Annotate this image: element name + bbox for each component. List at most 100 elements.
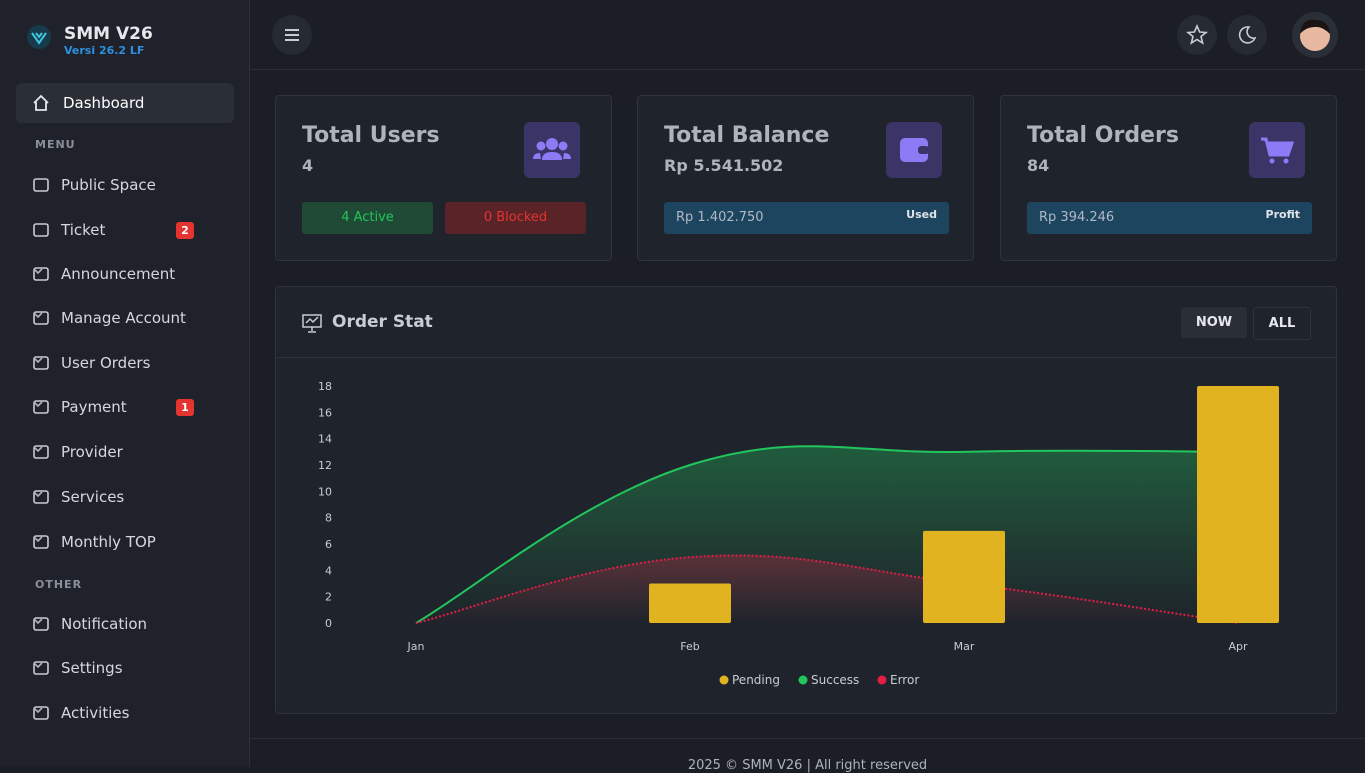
brand-version: Versi 26.2 LF [64, 44, 145, 57]
icon [33, 661, 49, 675]
card-icon [524, 122, 580, 178]
chevron-path [33, 446, 43, 453]
x-tick-label: Mar [954, 640, 975, 653]
card-title: Total Balance [664, 123, 830, 148]
section-label: MENU [35, 138, 76, 151]
bar-label: Used [906, 208, 937, 221]
x-tick-label: Feb [680, 640, 699, 653]
icon [1261, 137, 1295, 164]
nav-item[interactable]: Settings [16, 648, 234, 688]
nav-label: Payment [61, 398, 127, 416]
logo [27, 25, 51, 49]
nav-item[interactable]: Payment 1 [16, 387, 234, 427]
chevron-path [33, 491, 43, 498]
card-value: Rp 5.541.502 [664, 156, 784, 175]
nav-label: Services [61, 488, 125, 506]
icon-shape [33, 267, 49, 281]
icon [33, 356, 49, 370]
bar [923, 530, 1005, 623]
chevron-path [33, 268, 43, 275]
nav-item[interactable]: Public Space [16, 165, 234, 205]
card-title: Total Orders [1027, 123, 1179, 148]
chart-title: Order Stat [332, 312, 433, 332]
chevron-path [33, 618, 43, 625]
icon [33, 706, 49, 720]
bar [1197, 386, 1279, 623]
icon [33, 311, 49, 325]
icon [33, 617, 49, 631]
chevron-path [33, 401, 43, 408]
chevron [33, 312, 43, 319]
y-tick-label: 6 [325, 538, 332, 551]
badge: 1 [176, 399, 194, 416]
nav-item[interactable]: Manage Account [16, 298, 234, 338]
icon-shape [33, 661, 49, 675]
theme-button[interactable] [1227, 15, 1267, 55]
icon-shape [33, 445, 49, 459]
card-value: 4 [302, 156, 314, 175]
chart-icon [302, 314, 322, 333]
nav-item[interactable]: Activities [16, 693, 234, 733]
chevron-path [33, 357, 43, 364]
legend-label: Success [811, 673, 859, 687]
nav-item[interactable]: User Orders [16, 343, 234, 383]
y-tick-label: 4 [325, 564, 332, 577]
y-tick-label: 14 [318, 433, 332, 446]
chevron [33, 707, 43, 714]
nav-label: Dashboard [63, 94, 145, 112]
avatar[interactable] [1292, 12, 1338, 58]
brand-name: SMM V26 [64, 24, 153, 44]
legend-marker [798, 675, 808, 685]
bar-value: Rp 1.402.750 [676, 210, 764, 225]
x-tick-label: Jan [407, 640, 425, 653]
nav-label: Provider [61, 443, 123, 461]
section-label: OTHER [35, 578, 83, 591]
nav-label: Settings [61, 659, 123, 677]
chevron-path [33, 536, 43, 543]
star-button[interactable] [1177, 15, 1217, 55]
blocked-badge: 0 Blocked [445, 202, 586, 234]
menu-button[interactable] [272, 15, 312, 55]
icon [33, 223, 49, 237]
icon [33, 445, 49, 459]
card-icon [1249, 122, 1305, 178]
y-tick-label: 10 [318, 485, 332, 498]
x-tick-label: Apr [1228, 640, 1248, 653]
icon [900, 138, 929, 162]
chevron [33, 491, 43, 498]
icon [33, 535, 49, 549]
bar-value: Rp 394.246 [1039, 210, 1115, 225]
icon [33, 400, 49, 414]
card-title: Total Users [302, 123, 440, 148]
icon-shape [33, 311, 49, 325]
sidebar: SMM V26 Versi 26.2 LF Dashboard MENU Publ… [0, 0, 250, 767]
chart-card: Order Stat NOW ALL 0 2 4 6 8 10 12 14 16 18 Jan Feb… [275, 286, 1337, 714]
icon-shape [33, 617, 49, 631]
bar-label: Profit [1265, 208, 1300, 221]
active-badge: 4 Active [302, 202, 433, 234]
bar [649, 583, 731, 623]
all-button[interactable]: ALL [1253, 307, 1311, 340]
y-tick-label: 16 [318, 406, 332, 419]
card-value: 84 [1027, 156, 1050, 175]
badge: 2 [176, 222, 194, 239]
chevron-path [33, 707, 43, 714]
icon-shape [33, 490, 49, 504]
now-button[interactable]: NOW [1181, 307, 1247, 338]
y-tick-label: 12 [318, 459, 332, 472]
line [415, 445, 1239, 624]
nav-item[interactable]: Ticket 2 [16, 210, 234, 250]
y-tick-label: 18 [318, 380, 332, 393]
nav-item[interactable]: Monthly TOP [16, 522, 234, 562]
nav-item[interactable]: Services [16, 477, 234, 517]
stat-card: Total Orders 84 Rp 394.246 Profit [1000, 95, 1337, 261]
info-bar: Rp 394.246 Profit [1027, 202, 1312, 234]
chevron [33, 268, 43, 275]
y-tick-label: 0 [325, 617, 332, 630]
nav-item[interactable]: Announcement [16, 254, 234, 294]
nav-item[interactable]: Provider [16, 432, 234, 472]
nav-item[interactable]: Notification [16, 604, 234, 644]
nav-item-active[interactable]: Dashboard [16, 83, 234, 123]
nav-label: Notification [61, 615, 148, 633]
